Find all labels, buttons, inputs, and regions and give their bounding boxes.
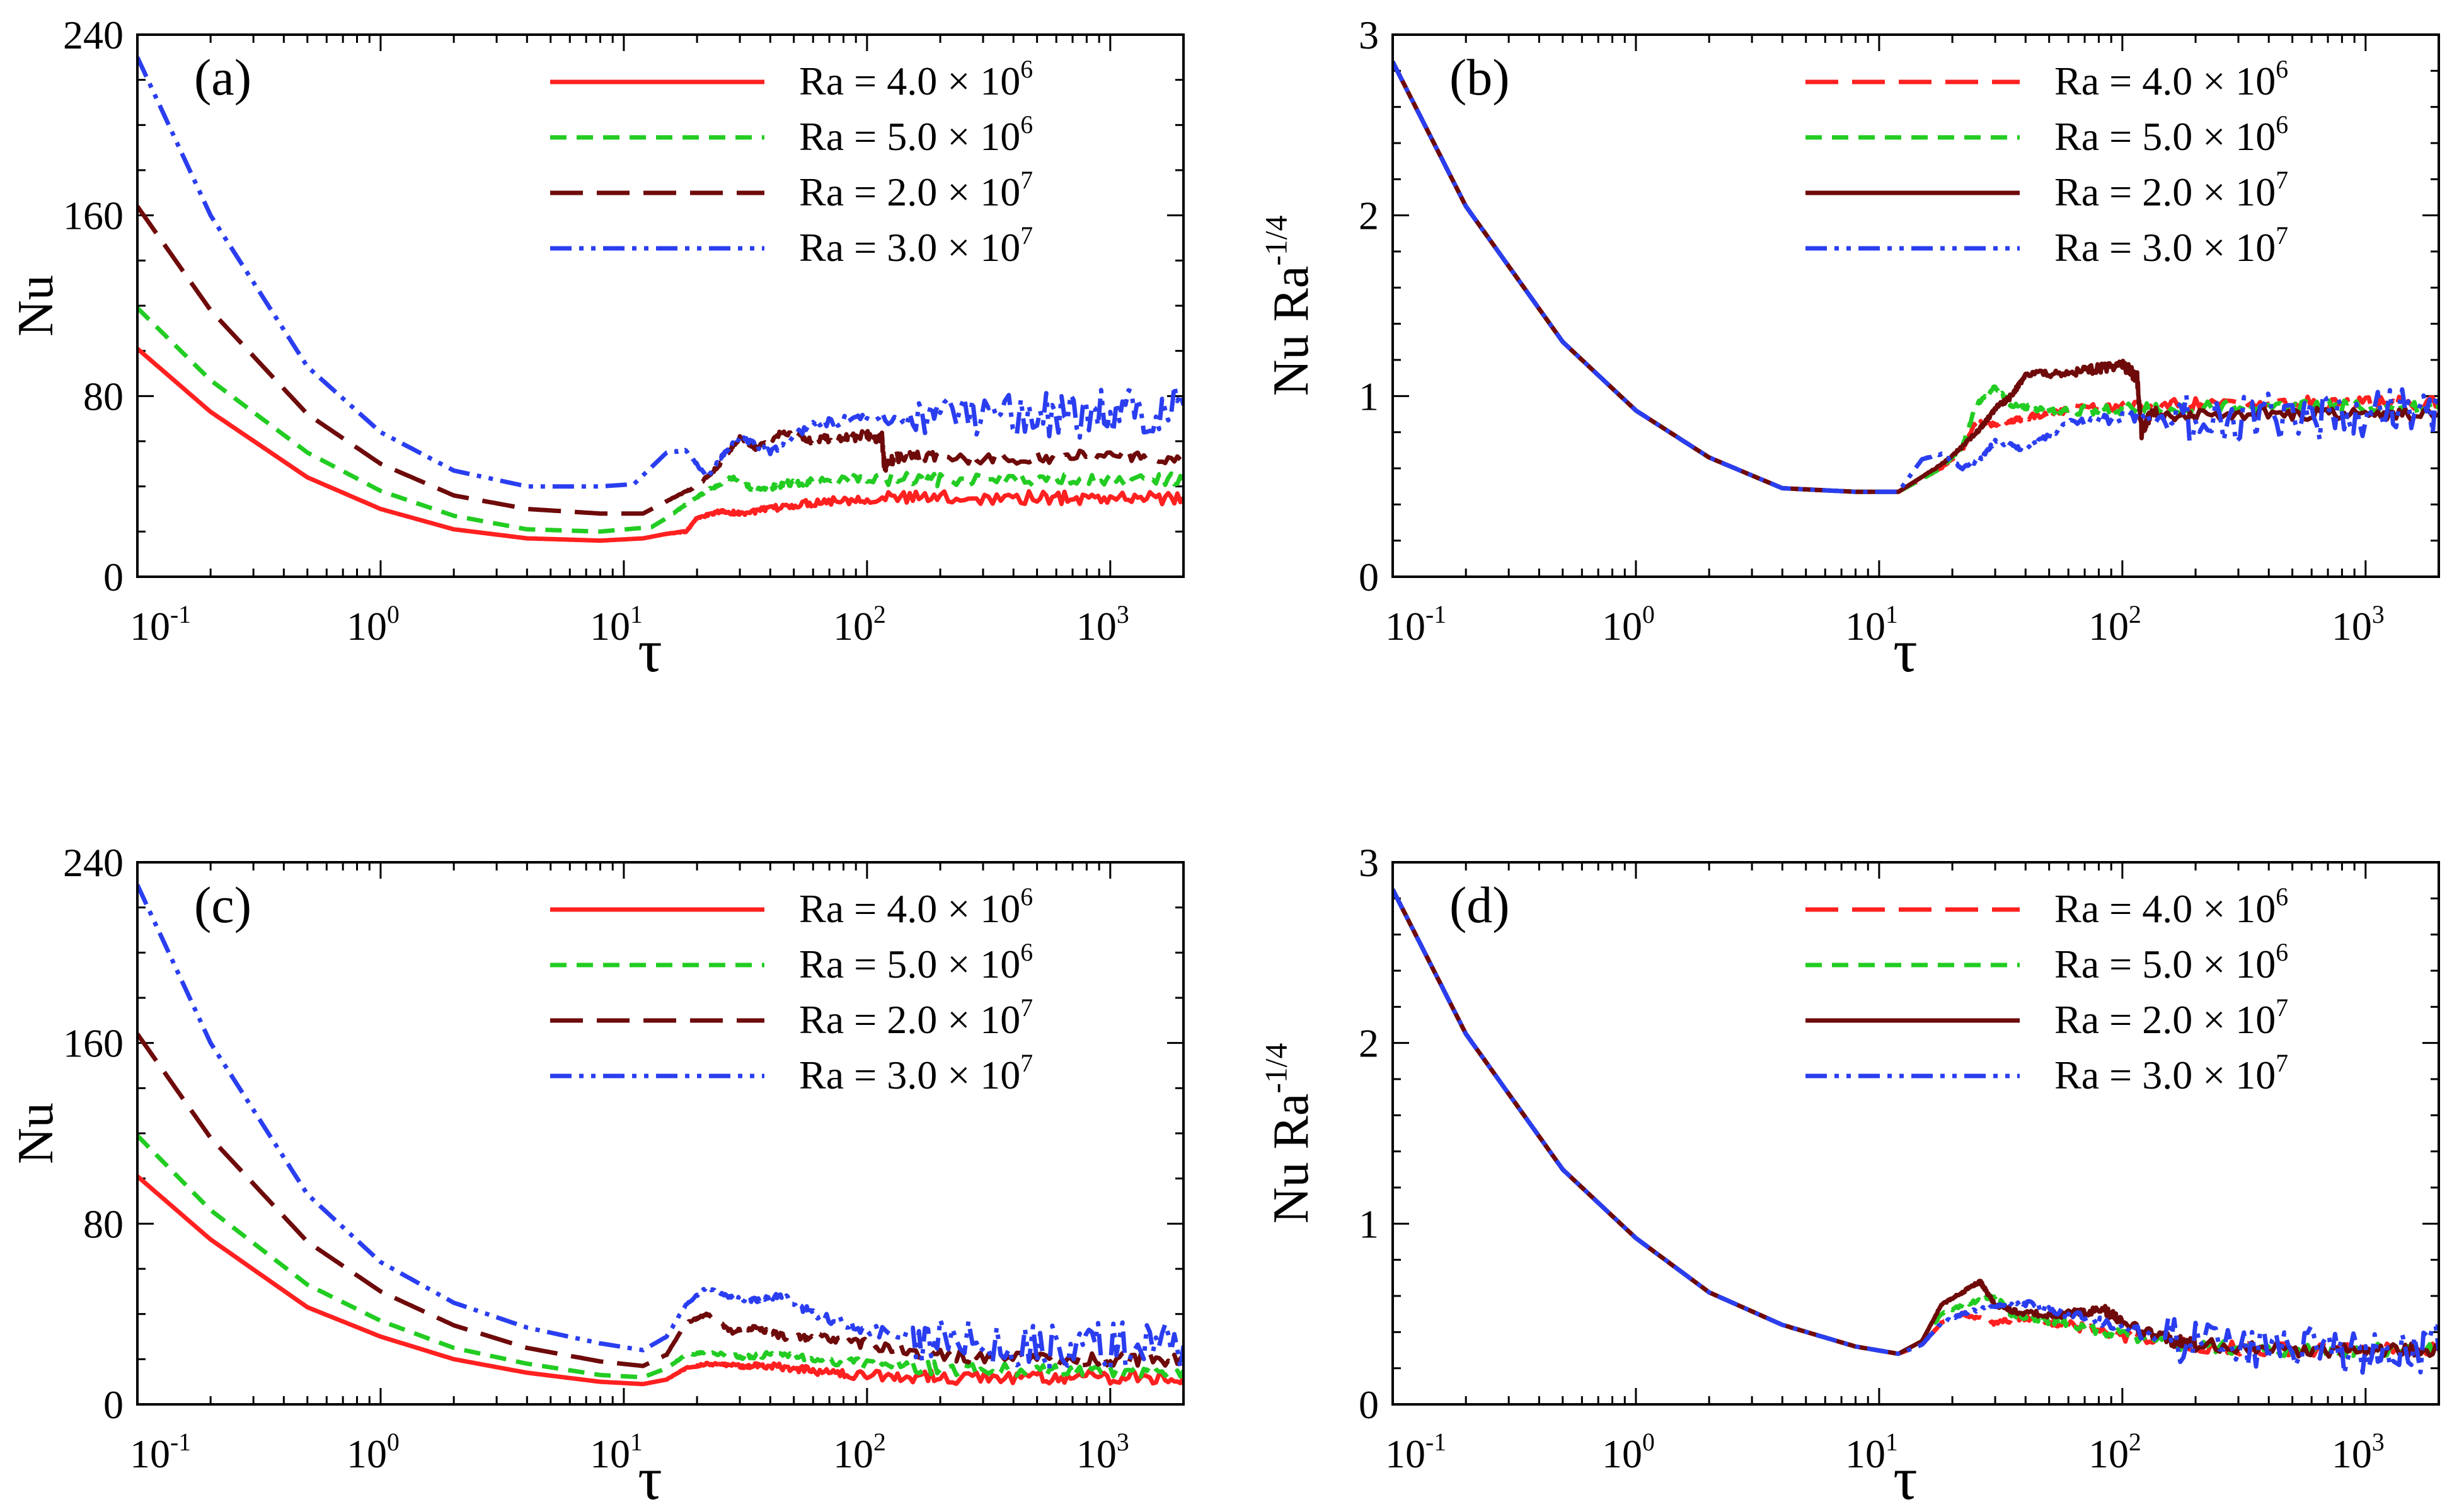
legend: Ra = 4.0 × 106 Ra = 5.0 × 106 Ra = 2.0 × 1… — [550, 883, 1033, 1097]
x-tick-label: 10-1 — [1385, 1428, 1446, 1476]
x-tick-label: 10-1 — [130, 1428, 191, 1476]
legend-entry-2: Ra = 5.0 × 106 — [799, 939, 1033, 986]
x-tick-label: 101 — [590, 601, 643, 649]
legend-entry-4: Ra = 3.0 × 107 — [2054, 222, 2288, 270]
series-line-1 — [137, 1174, 1183, 1387]
plot-frame — [1391, 33, 2440, 578]
series-line-4 — [137, 56, 1183, 489]
series-line-4 — [137, 884, 1183, 1372]
legend-entry-4: Ra = 3.0 × 107 — [799, 222, 1033, 270]
x-tick-label: 10-1 — [130, 601, 191, 649]
y-tick-label: 3 — [1359, 840, 1379, 885]
chart-panel-c: 0 80 160 240 10-1 100 101 102 103 τ Nu (c) Ra = 4.0 … — [8, 840, 1185, 1509]
x-tick-label: 102 — [2088, 1428, 2141, 1476]
x-tick-label: 102 — [833, 601, 886, 649]
x-tick-label: 100 — [1602, 601, 1655, 649]
plot-frame — [1391, 861, 2440, 1406]
legend: Ra = 4.0 × 106 Ra = 5.0 × 106 Ra = 2.0 × 1… — [1805, 883, 2288, 1097]
x-tick-label: 101 — [590, 1428, 643, 1476]
legend: Ra = 4.0 × 106 Ra = 5.0 × 106 Ra = 2.0 × 1… — [550, 55, 1033, 270]
panel-label: (a) — [194, 49, 251, 106]
series-line-2 — [1393, 888, 2439, 1359]
y-axis-label: Nu — [8, 275, 64, 337]
y-tick-label: 0 — [103, 1382, 124, 1427]
legend-entry-3: Ra = 2.0 × 107 — [2054, 166, 2288, 214]
panel-label: (c) — [194, 876, 251, 934]
x-tick-label: 100 — [347, 1428, 400, 1476]
legend-entry-2: Ra = 5.0 × 106 — [2054, 939, 2288, 986]
legend-entry-4: Ra = 3.0 × 107 — [2054, 1049, 2288, 1097]
legend-entry-2: Ra = 5.0 × 106 — [2054, 111, 2288, 159]
x-axis-label: τ — [638, 1445, 662, 1509]
plot-frame — [136, 861, 1185, 1406]
panel-label: (d) — [1449, 876, 1510, 934]
legend-entry-1: Ra = 4.0 × 106 — [799, 55, 1033, 103]
chart-panel-b: 0 1 2 3 10-1 100 101 102 103 τ Nu Ra-1/4 (b) Ra = 4.… — [1258, 13, 2440, 685]
x-tick-label: 102 — [2088, 601, 2141, 649]
x-tick-label: 101 — [1845, 1428, 1898, 1476]
x-tick-label: 103 — [1076, 601, 1129, 649]
legend-entry-3: Ra = 2.0 × 107 — [799, 166, 1033, 214]
y-axis-label: Nu Ra-1/4 — [1258, 216, 1319, 396]
legend-entry-3: Ra = 2.0 × 107 — [2054, 994, 2288, 1042]
x-tick-label: 100 — [347, 601, 400, 649]
legend-entry-4: Ra = 3.0 × 107 — [799, 1049, 1033, 1097]
legend: Ra = 4.0 × 106 Ra = 5.0 × 106 Ra = 2.0 × 1… — [1805, 55, 2288, 270]
legend-entry-1: Ra = 4.0 × 106 — [2054, 55, 2288, 103]
series-line-4 — [1393, 61, 2439, 494]
x-tick-label: 103 — [2332, 601, 2385, 649]
x-axis-label: τ — [1893, 617, 1918, 685]
y-tick-label: 1 — [1359, 374, 1379, 419]
x-tick-label: 100 — [1602, 1428, 1655, 1476]
y-tick-label: 240 — [63, 13, 124, 57]
y-axis-label: Nu Ra-1/4 — [1258, 1043, 1319, 1224]
y-tick-label: 160 — [63, 194, 124, 238]
y-tick-label: 0 — [1359, 1382, 1379, 1427]
x-tick-label: 101 — [1845, 601, 1898, 649]
x-axis-label: τ — [1893, 1445, 1918, 1509]
y-tick-label: 2 — [1359, 194, 1379, 238]
y-tick-label: 80 — [83, 374, 124, 419]
y-tick-label: 2 — [1359, 1021, 1379, 1066]
y-tick-label: 3 — [1359, 13, 1379, 57]
chart-panel-d: 0 1 2 3 10-1 100 101 102 103 τ Nu Ra-1/4 (d) Ra = 4.… — [1258, 840, 2440, 1509]
y-tick-label: 1 — [1359, 1201, 1379, 1246]
x-axis-label: τ — [638, 617, 662, 685]
x-tick-label: 102 — [833, 1428, 886, 1476]
x-tick-label: 103 — [1076, 1428, 1129, 1476]
panel-label: (b) — [1449, 49, 1510, 106]
y-axis-label: Nu — [8, 1102, 64, 1164]
y-tick-label: 160 — [63, 1021, 124, 1066]
legend-entry-1: Ra = 4.0 × 106 — [2054, 883, 2288, 931]
series-line-3 — [137, 205, 1183, 516]
series-line-4 — [1393, 888, 2439, 1376]
plot-frame — [136, 33, 1185, 578]
y-tick-label: 0 — [103, 555, 124, 599]
series-line-2 — [137, 306, 1183, 534]
legend-entry-2: Ra = 5.0 × 106 — [799, 111, 1033, 159]
chart-panel-a: 0 80 160 240 10-1 100 101 102 103 τ Nu (a) Ra = 4.0 … — [8, 13, 1185, 685]
x-tick-label: 10-1 — [1385, 601, 1446, 649]
series-line-3 — [1393, 888, 2439, 1359]
legend-entry-1: Ra = 4.0 × 106 — [799, 883, 1033, 931]
series-line-3 — [137, 1032, 1183, 1368]
legend-entry-3: Ra = 2.0 × 107 — [799, 994, 1033, 1042]
y-tick-label: 0 — [1359, 555, 1379, 599]
y-tick-label: 80 — [83, 1201, 124, 1246]
y-tick-label: 240 — [63, 840, 124, 885]
series-line-1 — [137, 347, 1183, 543]
x-tick-label: 103 — [2332, 1428, 2385, 1476]
axis-ticks — [1391, 861, 2440, 1406]
